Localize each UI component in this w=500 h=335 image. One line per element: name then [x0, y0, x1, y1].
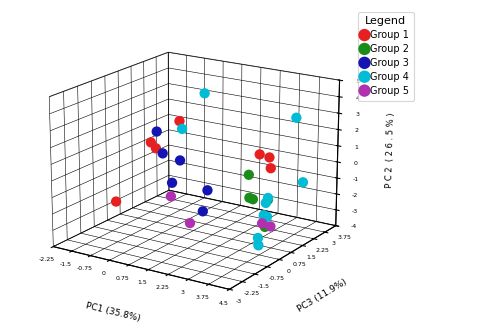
Y-axis label: PC3 (11.9%): PC3 (11.9%)	[296, 277, 349, 314]
X-axis label: PC1 (35.8%): PC1 (35.8%)	[85, 302, 141, 324]
Legend: Group 1, Group 2, Group 3, Group 4, Group 5: Group 1, Group 2, Group 3, Group 4, Grou…	[358, 12, 414, 101]
